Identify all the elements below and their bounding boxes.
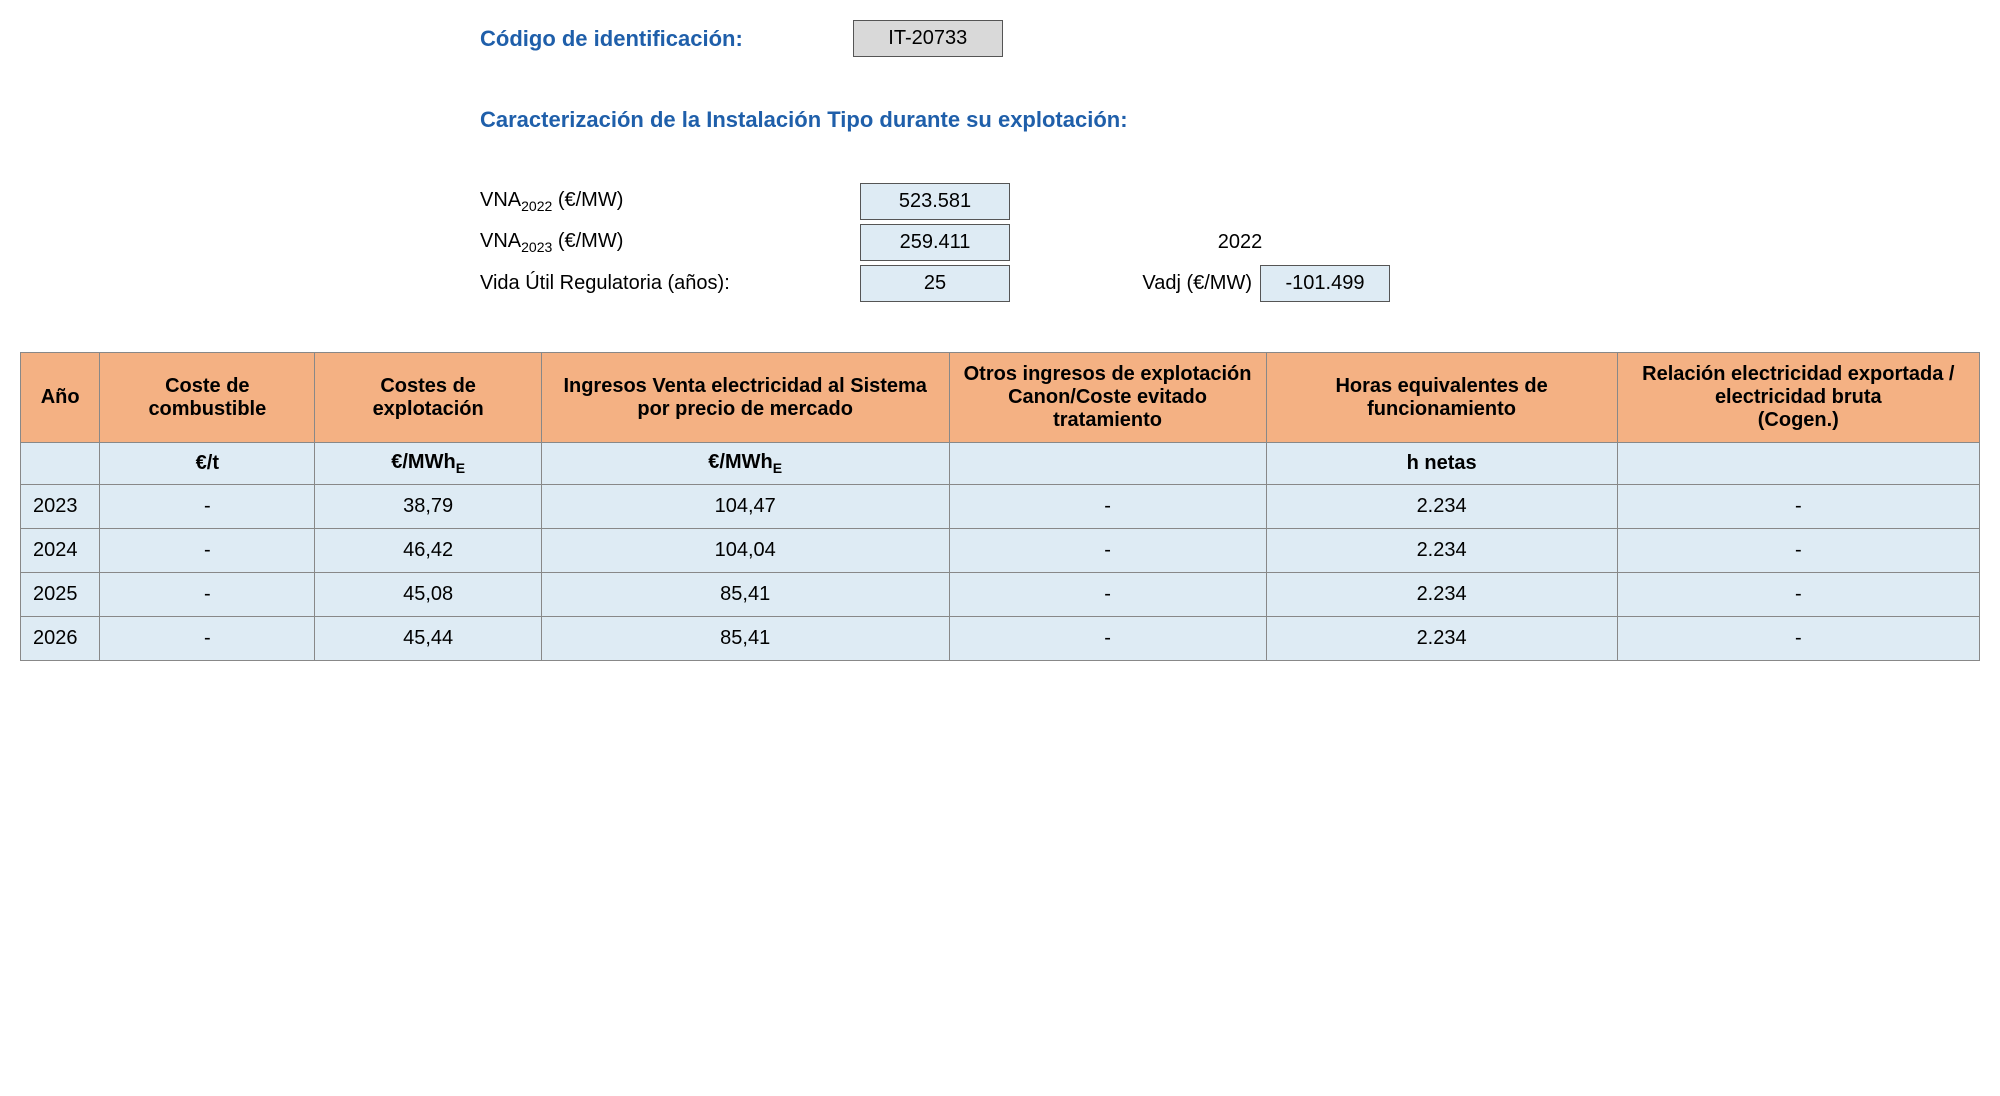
cell-1-0: 2024 bbox=[21, 529, 100, 573]
vadj-label: Vadj (€/MW) bbox=[1110, 272, 1260, 295]
cell-1-5: 2.234 bbox=[1266, 529, 1617, 573]
cell-1-6: - bbox=[1617, 529, 1979, 573]
col-unit-5: h netas bbox=[1266, 443, 1617, 485]
vida-label: Vida Útil Regulatoria (años): bbox=[480, 272, 860, 295]
col-unit-2: €/MWhE bbox=[315, 443, 541, 485]
id-value-box: IT-20733 bbox=[853, 20, 1003, 57]
cell-0-6: - bbox=[1617, 485, 1979, 529]
cell-2-2: 45,08 bbox=[315, 573, 541, 617]
cell-1-2: 46,42 bbox=[315, 529, 541, 573]
cell-2-4: - bbox=[949, 573, 1266, 617]
cell-3-4: - bbox=[949, 617, 1266, 661]
col-header-2: Costes de explotación bbox=[315, 353, 541, 443]
data-table: AñoCoste de combustibleCostes de explota… bbox=[20, 352, 1980, 661]
cell-1-4: - bbox=[949, 529, 1266, 573]
cell-2-1: - bbox=[100, 573, 315, 617]
vna1-value: 523.581 bbox=[860, 183, 1010, 220]
table-row: 2023-38,79104,47-2.234- bbox=[21, 485, 1980, 529]
cell-1-1: - bbox=[100, 529, 315, 573]
cell-2-6: - bbox=[1617, 573, 1979, 617]
col-header-3: Ingresos Venta electricidad al Sistema p… bbox=[541, 353, 949, 443]
cell-0-0: 2023 bbox=[21, 485, 100, 529]
cell-3-2: 45,44 bbox=[315, 617, 541, 661]
vna1-label: VNA2022 (€/MW) bbox=[480, 189, 860, 214]
ref-year: 2022 bbox=[1130, 231, 1350, 254]
cell-2-3: 85,41 bbox=[541, 573, 949, 617]
cell-0-2: 38,79 bbox=[315, 485, 541, 529]
col-header-5: Horas equivalentes de funcionamiento bbox=[1266, 353, 1617, 443]
col-unit-0 bbox=[21, 443, 100, 485]
cell-3-0: 2026 bbox=[21, 617, 100, 661]
section-title: Caracterización de la Instalación Tipo d… bbox=[480, 107, 1128, 133]
col-unit-3: €/MWhE bbox=[541, 443, 949, 485]
table-row: 2024-46,42104,04-2.234- bbox=[21, 529, 1980, 573]
cell-3-6: - bbox=[1617, 617, 1979, 661]
vadj-value: -101.499 bbox=[1260, 265, 1390, 302]
cell-3-3: 85,41 bbox=[541, 617, 949, 661]
col-header-4: Otros ingresos de explotación Canon/Cost… bbox=[949, 353, 1266, 443]
col-unit-6 bbox=[1617, 443, 1979, 485]
id-label: Código de identificación: bbox=[480, 26, 743, 52]
col-header-0: Año bbox=[21, 353, 100, 443]
cell-0-3: 104,47 bbox=[541, 485, 949, 529]
vida-value: 25 bbox=[860, 265, 1010, 302]
table-row: 2025-45,0885,41-2.234- bbox=[21, 573, 1980, 617]
cell-1-3: 104,04 bbox=[541, 529, 949, 573]
cell-3-5: 2.234 bbox=[1266, 617, 1617, 661]
cell-2-0: 2025 bbox=[21, 573, 100, 617]
cell-0-1: - bbox=[100, 485, 315, 529]
col-header-1: Coste de combustible bbox=[100, 353, 315, 443]
col-unit-1: €/t bbox=[100, 443, 315, 485]
cell-0-5: 2.234 bbox=[1266, 485, 1617, 529]
cell-2-5: 2.234 bbox=[1266, 573, 1617, 617]
cell-0-4: - bbox=[949, 485, 1266, 529]
table-row: 2026-45,4485,41-2.234- bbox=[21, 617, 1980, 661]
vna2-label: VNA2023 (€/MW) bbox=[480, 230, 860, 255]
col-header-6: Relación electricidad exportada / electr… bbox=[1617, 353, 1979, 443]
cell-3-1: - bbox=[100, 617, 315, 661]
vna2-value: 259.411 bbox=[860, 224, 1010, 261]
col-unit-4 bbox=[949, 443, 1266, 485]
